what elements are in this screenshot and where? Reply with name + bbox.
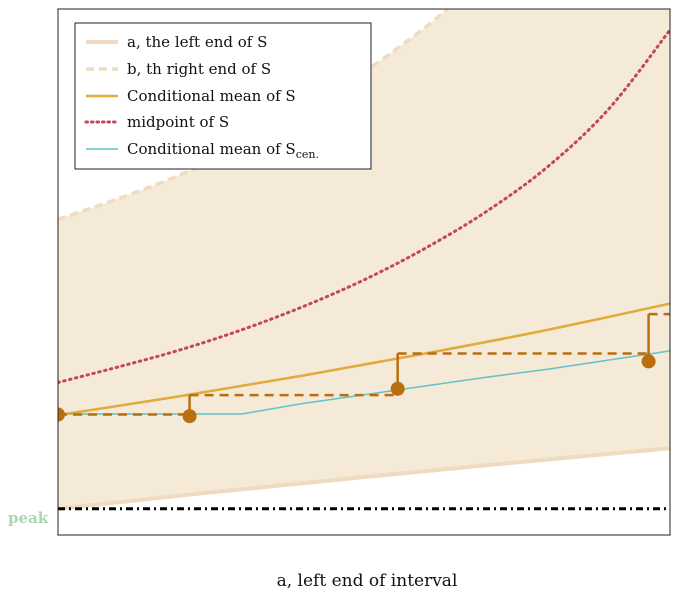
series-a-left-end: [58, 446, 670, 511]
step-point-1: [182, 409, 197, 424]
legend-box: [74, 22, 372, 170]
step-point-3: [641, 354, 656, 369]
x-axis-label: a, left end of interval: [277, 571, 458, 591]
series-cond-mean: [58, 302, 670, 417]
legend-label-a: a, the left end of S: [127, 33, 267, 51]
legend-label-midpoint: midpoint of S: [127, 113, 229, 131]
series-midpoint: [58, 28, 670, 384]
step-point-0: [58, 407, 65, 422]
legend: a, the left end of S b, th right end of …: [74, 22, 372, 170]
legend-label-cond-mean: Conditional mean of S: [127, 87, 296, 105]
legend-label-cond-mean-cen-main: Conditional mean of S: [127, 140, 296, 158]
series-cond-mean-cen: [58, 350, 670, 415]
plot-frame: [57, 8, 671, 536]
plot-area: [58, 9, 670, 511]
legend-label-cond-mean-cen-subscript: cen.: [296, 148, 319, 161]
legend-label-cond-mean-cen: Conditional mean of Scen.: [127, 140, 319, 161]
legend-label-b: b, th right end of S: [127, 60, 271, 78]
band-region: [58, 9, 670, 509]
step-point-2: [390, 381, 405, 396]
peak-label: peak: [8, 509, 49, 527]
